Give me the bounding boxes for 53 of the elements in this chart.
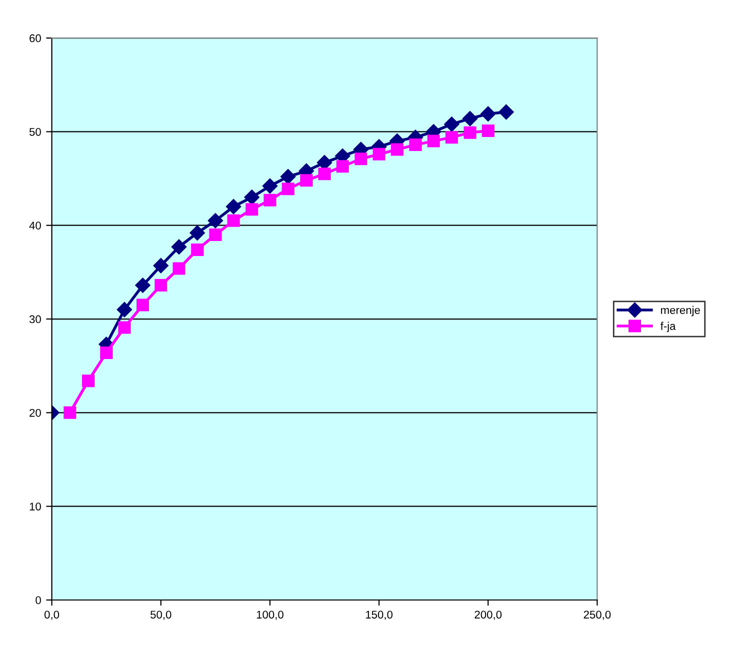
- point: [246, 203, 258, 216]
- point: [226, 199, 242, 214]
- y-tick-label: 50: [29, 128, 41, 136]
- point: [244, 190, 260, 205]
- point: [464, 126, 476, 139]
- point: [227, 214, 240, 227]
- legend-label: f-ja: [660, 322, 676, 332]
- y-tick-label: 40: [29, 222, 41, 230]
- x-tick-label: 150,0: [366, 610, 392, 620]
- point: [100, 346, 113, 359]
- point: [300, 174, 313, 187]
- point: [136, 298, 150, 312]
- point: [135, 278, 150, 293]
- y-tick-label: 20: [30, 408, 41, 417]
- point: [444, 116, 460, 132]
- legend-label: merenje: [661, 306, 700, 316]
- x-tick-label: 200,0: [474, 610, 502, 620]
- point: [409, 138, 422, 152]
- point: [172, 262, 186, 275]
- point: [336, 160, 349, 173]
- x-tick-label: 250,0: [584, 610, 611, 620]
- point: [262, 178, 278, 194]
- y-tick-label: 30: [29, 315, 41, 324]
- point: [498, 104, 514, 120]
- point: [280, 169, 296, 184]
- point: [171, 239, 187, 254]
- point: [116, 302, 132, 318]
- point: [482, 124, 494, 138]
- point: [190, 225, 205, 240]
- y-tick-label: 60: [30, 34, 41, 42]
- point: [318, 168, 331, 180]
- point: [153, 258, 168, 274]
- x-tick-label: 0,0: [44, 610, 60, 620]
- point: [208, 213, 223, 228]
- point: [390, 143, 404, 156]
- point: [282, 182, 294, 196]
- point: [209, 228, 222, 241]
- point: [82, 374, 94, 388]
- point: [154, 279, 168, 292]
- y-tick-label: 10: [30, 502, 41, 510]
- point: [427, 134, 440, 148]
- point: [354, 152, 368, 166]
- point: [372, 148, 386, 160]
- y-tick-label: 0: [36, 596, 41, 604]
- point: [445, 131, 458, 144]
- point: [480, 106, 496, 122]
- point: [64, 406, 76, 419]
- point: [462, 111, 478, 126]
- x-tick-label: 50,0: [150, 610, 172, 620]
- x-tick-label: 100,0: [256, 610, 284, 620]
- point: [191, 243, 204, 256]
- point: [118, 321, 131, 334]
- point: [264, 194, 276, 206]
